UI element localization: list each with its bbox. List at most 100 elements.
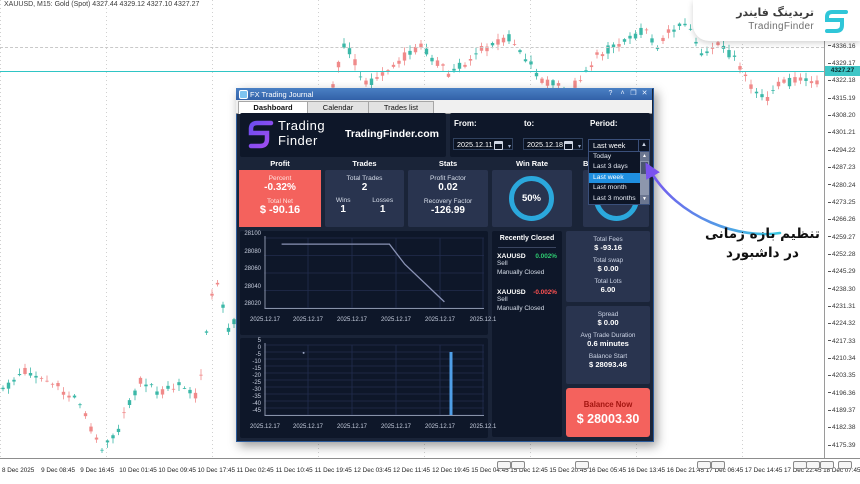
- time-axis-label: 15 Dec 04:45: [471, 467, 509, 474]
- recovery-factor-label: Recovery Factor: [423, 198, 473, 205]
- tradingfinder-logo-icon: [825, 10, 848, 33]
- trade-side: Sell: [497, 260, 508, 267]
- period-label: Period:: [590, 119, 618, 128]
- y-tick-label: -20: [252, 373, 261, 379]
- price-axis-label: 4336.16: [828, 43, 856, 50]
- time-axis[interactable]: 8 Dec 2025 9 Dec 08:45 9 Dec 16:45 10 Dec 0…: [0, 458, 860, 484]
- balance-curve-chart: [264, 236, 484, 309]
- time-axis-marker: [497, 461, 511, 469]
- time-axis-label: 15 Dec 20:45: [549, 467, 587, 474]
- calendar-icon[interactable]: [494, 141, 503, 150]
- profit-factor-label: Profit Factor: [430, 175, 466, 182]
- y-tick-label: -45: [252, 408, 261, 414]
- y-tick-label: -30: [252, 387, 261, 393]
- help-button[interactable]: ?: [608, 90, 613, 97]
- balance-start-label: Balance Start: [588, 353, 628, 360]
- tab-calendar[interactable]: Calendar: [307, 101, 369, 113]
- y-tick-label: 28020: [244, 301, 261, 307]
- x-tick-label: 2025.12.17: [380, 424, 412, 430]
- price-axis-label: 4301.21: [828, 129, 856, 136]
- price-axis-label: 4203.35: [828, 372, 856, 379]
- time-axis-label: 11 Dec 02:45: [236, 467, 274, 474]
- tradingfinder-logo-icon: [248, 120, 274, 149]
- closed-trade-item: XAUUSD -0.002% Sell Manually Closed: [497, 289, 557, 313]
- scroll-up-icon[interactable]: ▲: [640, 152, 649, 161]
- trade-status: Manually Closed: [497, 304, 545, 312]
- x-tick-label: 2025.12.17: [336, 424, 368, 430]
- price-axis-label: 4210.34: [828, 355, 856, 362]
- trade-results-x-axis: 2025.12.17 2025.12.17 2025.12.17 2025.12.17…: [250, 424, 496, 433]
- period-option[interactable]: Last 3 days: [593, 163, 628, 171]
- maximize-button[interactable]: ❐: [630, 90, 637, 97]
- period-option[interactable]: Today: [593, 153, 612, 160]
- period-selected-value: Last week: [593, 141, 626, 150]
- time-axis-label: 17 Dec 14:45: [744, 467, 783, 474]
- price-axis-label: 4308.20: [828, 112, 856, 119]
- period-option[interactable]: Last 3 months: [593, 194, 636, 202]
- y-tick-label: 28060: [244, 266, 261, 272]
- total-trades-value: 2: [361, 182, 368, 193]
- recently-closed-title: Recently Closed: [499, 235, 555, 242]
- price-axis-label: 4245.29: [828, 268, 856, 275]
- period-dropdown-list: Today Last 3 days Last week Last month Last …: [588, 151, 650, 205]
- balance-curve-y-axis: 28100 28080 28060 28040 28020: [238, 230, 263, 325]
- price-axis-label: 4322.18: [828, 77, 856, 84]
- chevron-up-icon[interactable]: ▲: [638, 140, 649, 151]
- price-axis-label: 4259.27: [828, 234, 856, 241]
- extra-header: B: [583, 159, 589, 168]
- time-axis-label: 12 Dec 11:45: [393, 467, 430, 474]
- x-tick-label: 2025.12.17: [292, 424, 324, 430]
- time-axis-marker: [711, 461, 725, 469]
- brand-panel: Trading Finder TradingFinder.com: [240, 113, 446, 157]
- time-axis-label: 10 Dec 01:45: [119, 467, 157, 474]
- y-tick-label: 5: [257, 338, 261, 344]
- time-axis-label: 16 Dec 13:45: [627, 467, 666, 474]
- y-tick-label: -35: [252, 394, 261, 400]
- period-option[interactable]: Last month: [593, 184, 627, 192]
- price-axis[interactable]: 4327.27 4350.144343.154336.164329.174322…: [824, 0, 860, 458]
- profit-card: Percent -0.32% Total Net $ -90.16: [239, 170, 321, 227]
- trade-side: Sell: [497, 296, 508, 303]
- to-date-value: 2025.12.18: [527, 140, 563, 149]
- balance-now-card: Balance Now $ 28003.30: [566, 388, 650, 437]
- price-axis-label: 4224.32: [828, 320, 856, 327]
- x-tick-label: 2025.12.1: [469, 424, 497, 430]
- trade-results-chart: [264, 343, 484, 416]
- current-price-tag: 4327.27: [825, 66, 860, 76]
- time-axis-label: 10 Dec 09:45: [158, 467, 196, 474]
- total-fees-value: $ -93.16: [594, 243, 622, 252]
- trade-change: 0.002%: [535, 253, 557, 260]
- close-button[interactable]: ✕: [641, 90, 648, 97]
- time-axis-label: 18 Dec 07:45: [823, 467, 860, 474]
- brand-site: TradingFinder.com: [345, 128, 439, 140]
- total-fees-label: Total Fees: [593, 236, 623, 243]
- y-tick-label: -5: [255, 352, 261, 358]
- period-option[interactable]: Last week: [589, 172, 643, 184]
- price-axis-label: 4175.39: [828, 442, 856, 449]
- price-axis-label: 4266.26: [828, 216, 856, 223]
- time-axis-label: 10 Dec 17:45: [197, 467, 235, 474]
- calendar-icon[interactable]: [564, 141, 573, 150]
- time-axis-label: 11 Dec 10:45: [275, 467, 313, 474]
- trade-symbol: XAUUSD: [497, 289, 526, 296]
- total-lots-label: Total Lots: [594, 278, 622, 285]
- time-axis-label: 17 Dec 06:45: [705, 467, 744, 474]
- x-tick-label: 2025.12.17: [249, 317, 281, 323]
- scroll-down-icon[interactable]: ▼: [640, 195, 649, 204]
- scrollbar-thumb[interactable]: [641, 162, 648, 174]
- minimize-button[interactable]: ˄: [620, 90, 625, 97]
- recently-closed-panel: Recently Closed XAUUSD 0.002% Sell Manua…: [492, 231, 562, 437]
- trade-symbol: XAUUSD: [497, 253, 526, 260]
- dropdown-scrollbar[interactable]: ▲ ▼: [640, 152, 649, 204]
- tab-trades-list[interactable]: Trades list: [368, 101, 434, 113]
- time-axis-marker: [575, 461, 589, 469]
- time-axis-label: 12 Dec 19:45: [432, 467, 470, 474]
- time-axis-label: 16 Dec 21:45: [666, 467, 705, 474]
- from-date-value: 2025.12.11: [457, 140, 493, 149]
- win-rate-value: 50%: [521, 193, 541, 204]
- y-tick-label: 0: [257, 345, 261, 351]
- to-date-input[interactable]: 2025.12.18 ▾: [523, 138, 583, 150]
- from-date-input[interactable]: 2025.12.11 ▾: [453, 138, 513, 150]
- price-axis-label: 4231.31: [828, 303, 856, 310]
- dialog-titlebar[interactable]: FX Trading Journal ? ˄ ❐ ✕: [236, 88, 652, 100]
